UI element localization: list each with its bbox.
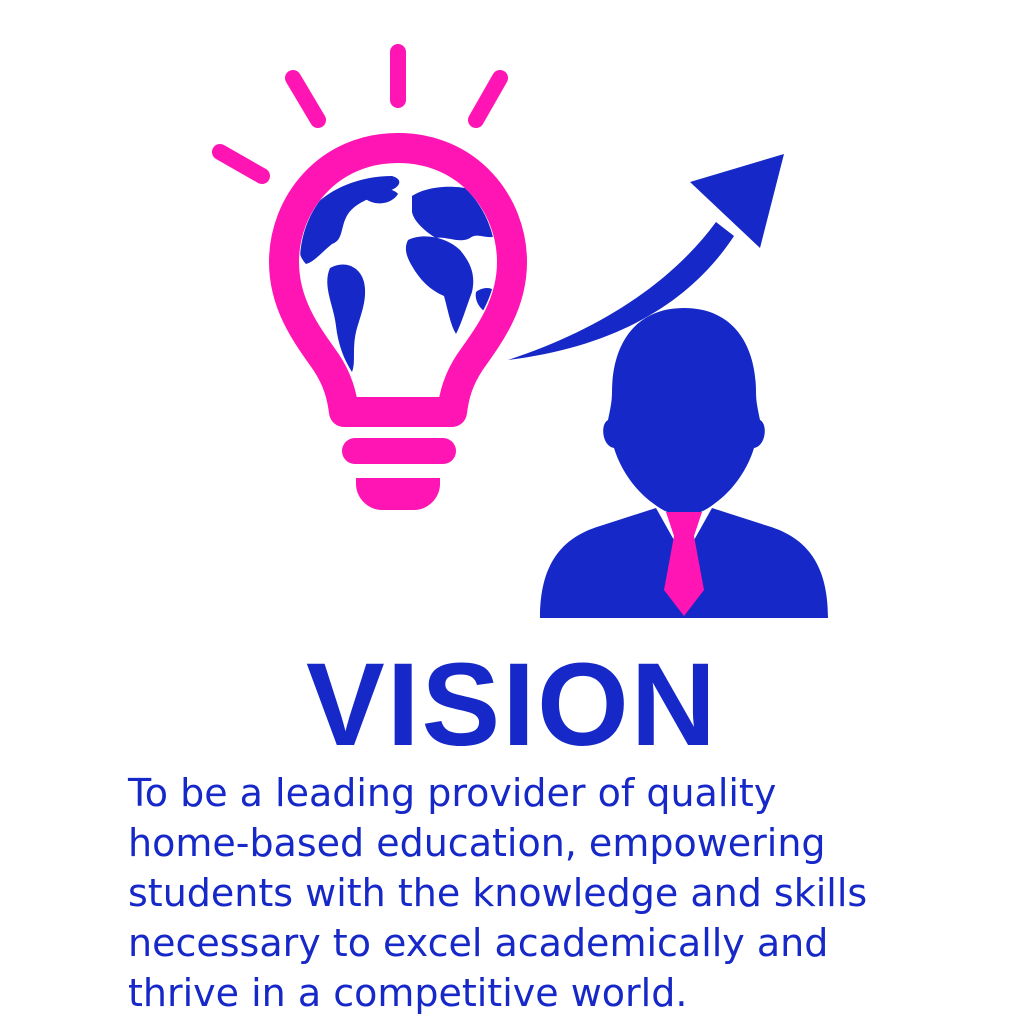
vision-heading: VISION [306, 639, 718, 771]
vision-statement: To be a leading provider of quality home… [128, 771, 868, 1015]
lightbulb-icon [269, 133, 527, 510]
light-ray-icon [212, 44, 508, 184]
tie-icon [664, 512, 704, 616]
growth-arrow-icon [508, 154, 784, 360]
vision-illustration [212, 44, 828, 618]
